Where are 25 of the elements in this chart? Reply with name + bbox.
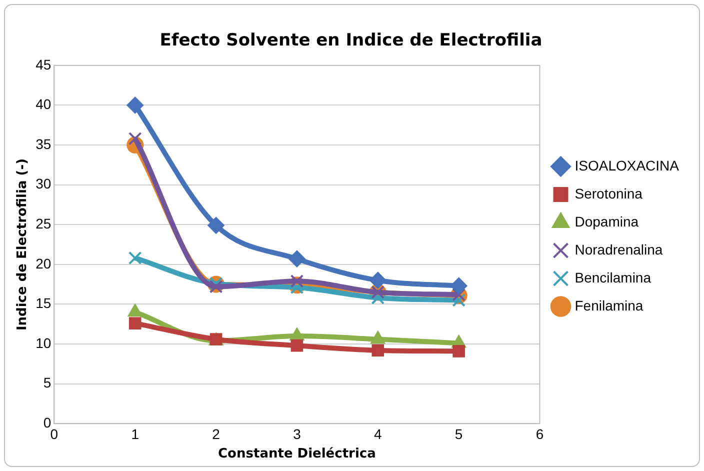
legend-label: Serotonina — [574, 185, 643, 202]
x-tick-label: 3 — [293, 426, 302, 442]
chart-title: Efecto Solvente en Indice de Electrofilia — [160, 30, 542, 51]
y-tick-label: 30 — [36, 176, 52, 192]
x-tick-label: 2 — [212, 426, 220, 442]
legend-label: Fenilamina — [574, 297, 644, 314]
y-axis-title: Indice de Electrofilia (-) — [15, 158, 30, 331]
x-axis-title: Constante Dieléctrica — [218, 446, 376, 462]
x-tick-label: 5 — [454, 426, 463, 442]
y-tick-label: 0 — [43, 414, 52, 430]
y-tick-label: 35 — [36, 136, 52, 152]
y-tick-label: 15 — [36, 295, 52, 312]
legend-label: ISOALOXACINA — [574, 157, 680, 174]
legend-label: Noradrenalina — [574, 241, 663, 258]
y-tick-label: 5 — [43, 374, 52, 391]
y-tick-label: 45 — [36, 56, 52, 72]
y-tick-label: 20 — [36, 255, 52, 272]
x-tick-label: 1 — [131, 426, 140, 442]
x-tick-label: 6 — [536, 426, 544, 442]
y-tick-label: 25 — [36, 215, 52, 232]
x-tick-label: 4 — [374, 426, 382, 442]
legend-label: Dopamina — [574, 213, 639, 230]
legend-label: Bencilamina — [574, 269, 652, 286]
y-tick-label: 40 — [36, 96, 52, 112]
y-tick-label: 10 — [36, 334, 52, 351]
